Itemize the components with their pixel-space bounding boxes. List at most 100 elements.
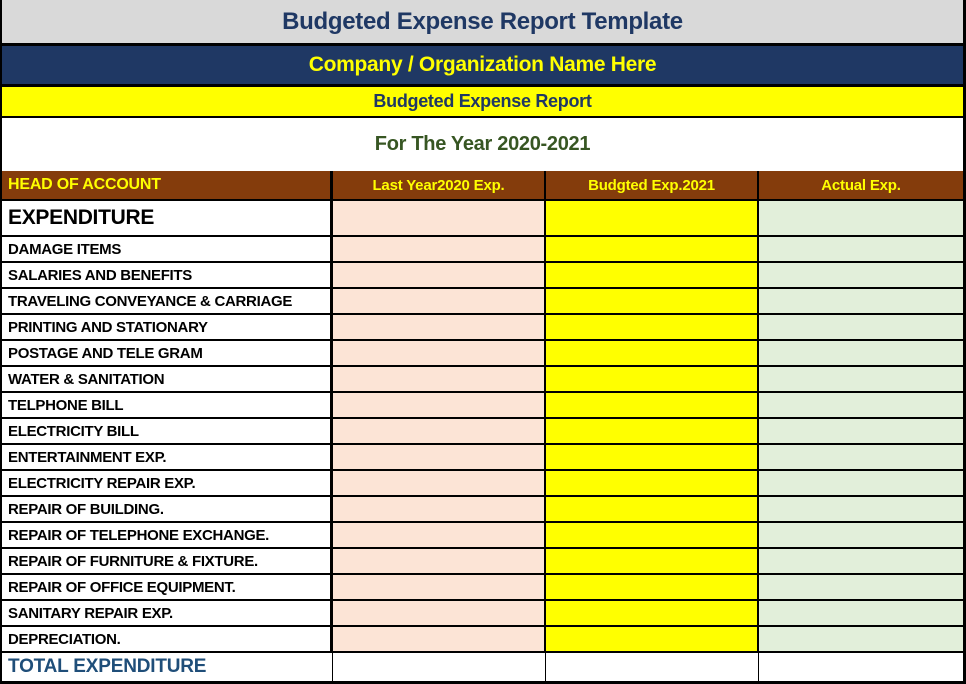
cell-last-year[interactable] xyxy=(333,601,546,625)
cell-actual[interactable] xyxy=(759,201,963,235)
column-header-head-of-account: HEAD OF ACCOUNT xyxy=(2,171,333,199)
page-title: Budgeted Expense Report Template xyxy=(2,0,963,46)
table-header-row: HEAD OF ACCOUNT Last Year2020 Exp. Budgt… xyxy=(2,171,963,201)
table-row: ENTERTAINMENT EXP. xyxy=(2,445,963,471)
table-row: WATER & SANITATION xyxy=(2,367,963,393)
cell-last-year[interactable] xyxy=(333,445,546,469)
cell-budgeted[interactable] xyxy=(546,549,759,573)
table-row: SALARIES AND BENEFITS xyxy=(2,263,963,289)
row-label: WATER & SANITATION xyxy=(2,367,333,391)
row-label: REPAIR OF FURNITURE & FIXTURE. xyxy=(2,549,333,573)
cell-actual[interactable] xyxy=(759,627,963,651)
row-label: SALARIES AND BENEFITS xyxy=(2,263,333,287)
cell-budgeted[interactable] xyxy=(546,419,759,443)
cell-last-year[interactable] xyxy=(333,523,546,547)
cell-last-year[interactable] xyxy=(333,393,546,417)
cell-actual[interactable] xyxy=(759,601,963,625)
row-label: DAMAGE ITEMS xyxy=(2,237,333,261)
cell-actual[interactable] xyxy=(759,367,963,391)
cell-last-year[interactable] xyxy=(333,497,546,521)
cell-actual[interactable] xyxy=(759,393,963,417)
cell-budgeted[interactable] xyxy=(546,341,759,365)
row-label: DEPRECIATION. xyxy=(2,627,333,651)
row-label: TRAVELING CONVEYANCE & CARRIAGE xyxy=(2,289,333,313)
row-label: TELPHONE BILL xyxy=(2,393,333,417)
cell-last-year[interactable] xyxy=(333,341,546,365)
cell-actual[interactable] xyxy=(759,523,963,547)
row-label: ELECTRICITY BILL xyxy=(2,419,333,443)
cell-budgeted[interactable] xyxy=(546,497,759,521)
table-row: PRINTING AND STATIONARY xyxy=(2,315,963,341)
cell-actual[interactable] xyxy=(759,289,963,313)
column-header-actual-exp: Actual Exp. xyxy=(821,176,901,194)
row-label: REPAIR OF TELEPHONE EXCHANGE. xyxy=(2,523,333,547)
cell-budgeted[interactable] xyxy=(546,523,759,547)
column-header-last-year-exp: Last Year2020 Exp. xyxy=(333,171,546,199)
cell-actual[interactable] xyxy=(759,315,963,339)
row-label: POSTAGE AND TELE GRAM xyxy=(2,341,333,365)
cell-budgeted[interactable] xyxy=(546,237,759,261)
cell-actual[interactable] xyxy=(759,549,963,573)
cell-last-year[interactable] xyxy=(333,289,546,313)
cell-budgeted[interactable] xyxy=(546,263,759,287)
cell-budgeted[interactable] xyxy=(546,445,759,469)
row-label: REPAIR OF OFFICE EQUIPMENT. xyxy=(2,575,333,599)
cell-budgeted[interactable] xyxy=(546,315,759,339)
table-row: SANITARY REPAIR EXP. xyxy=(2,601,963,627)
cell-budgeted[interactable] xyxy=(546,575,759,599)
cell-actual[interactable] xyxy=(759,419,963,443)
cell-last-year[interactable] xyxy=(333,367,546,391)
cell-actual[interactable] xyxy=(759,445,963,469)
cell-total-budgeted[interactable] xyxy=(546,653,759,681)
cell-total-last-year[interactable] xyxy=(333,653,546,681)
table-row: TRAVELING CONVEYANCE & CARRIAGE xyxy=(2,289,963,315)
cell-actual[interactable] xyxy=(759,263,963,287)
table-row: DEPRECIATION. xyxy=(2,627,963,653)
cell-budgeted[interactable] xyxy=(546,601,759,625)
table-row: REPAIR OF FURNITURE & FIXTURE. xyxy=(2,549,963,575)
report-title-banner: Budgeted Expense Report xyxy=(2,87,963,118)
cell-actual[interactable] xyxy=(759,341,963,365)
cell-total-actual[interactable] xyxy=(759,653,963,681)
cell-budgeted[interactable] xyxy=(546,627,759,651)
table-row: DAMAGE ITEMS xyxy=(2,237,963,263)
cell-last-year[interactable] xyxy=(333,471,546,495)
cell-actual[interactable] xyxy=(759,237,963,261)
cell-last-year[interactable] xyxy=(333,315,546,339)
cell-last-year[interactable] xyxy=(333,549,546,573)
table-row: ELECTRICITY BILL xyxy=(2,419,963,445)
cell-actual[interactable] xyxy=(759,575,963,599)
cell-budgeted[interactable] xyxy=(546,289,759,313)
column-header-budgeted-exp: Budgted Exp.2021 xyxy=(546,171,759,199)
cell-budgeted[interactable] xyxy=(546,471,759,495)
row-label: PRINTING AND STATIONARY xyxy=(2,315,333,339)
cell-budgeted[interactable] xyxy=(546,393,759,417)
table-row: REPAIR OF OFFICE EQUIPMENT. xyxy=(2,575,963,601)
table-row: REPAIR OF BUILDING. xyxy=(2,497,963,523)
total-row-label: TOTAL EXPENDITURE xyxy=(2,653,333,681)
cell-budgeted[interactable] xyxy=(546,367,759,391)
row-label: ENTERTAINMENT EXP. xyxy=(2,445,333,469)
cell-last-year[interactable] xyxy=(333,237,546,261)
cell-last-year[interactable] xyxy=(333,575,546,599)
table-row: REPAIR OF TELEPHONE EXCHANGE. xyxy=(2,523,963,549)
cell-actual[interactable] xyxy=(759,471,963,495)
row-label: EXPENDITURE xyxy=(2,201,333,235)
cell-last-year[interactable] xyxy=(333,419,546,443)
table-row-expenditure-section: EXPENDITURE xyxy=(2,201,963,237)
cell-actual[interactable] xyxy=(759,497,963,521)
table-row-total-expenditure: TOTAL EXPENDITURE xyxy=(2,653,963,681)
row-label: SANITARY REPAIR EXP. xyxy=(2,601,333,625)
report-period: For The Year 2020-2021 xyxy=(2,118,963,171)
cell-last-year[interactable] xyxy=(333,263,546,287)
cell-last-year[interactable] xyxy=(333,201,546,235)
company-name-banner: Company / Organization Name Here xyxy=(2,46,963,87)
cell-last-year[interactable] xyxy=(333,627,546,651)
table-row: POSTAGE AND TELE GRAM xyxy=(2,341,963,367)
row-label: REPAIR OF BUILDING. xyxy=(2,497,333,521)
table-row: TELPHONE BILL xyxy=(2,393,963,419)
table-row: ELECTRICITY REPAIR EXP. xyxy=(2,471,963,497)
row-label: ELECTRICITY REPAIR EXP. xyxy=(2,471,333,495)
cell-budgeted[interactable] xyxy=(546,201,759,235)
